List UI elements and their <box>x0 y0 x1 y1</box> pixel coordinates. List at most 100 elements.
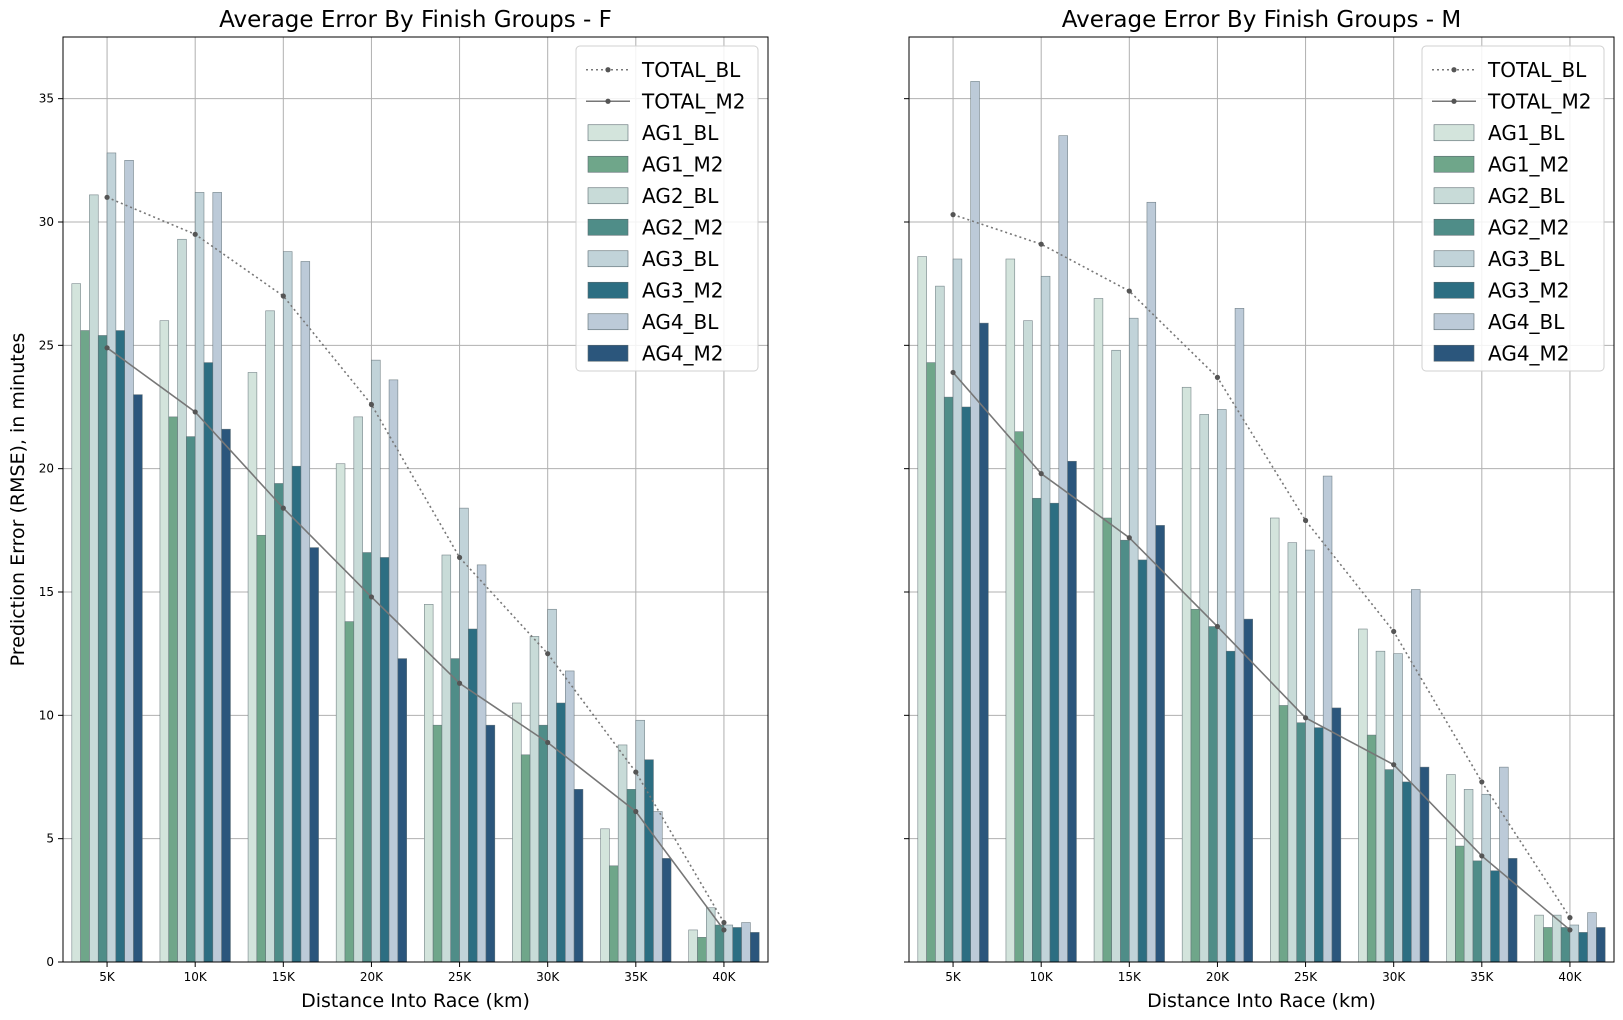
bar-ag1-bl <box>1093 298 1104 963</box>
bar-ag4-bl <box>970 81 980 963</box>
legend-swatch <box>1433 218 1475 236</box>
bar-ag1-m2 <box>344 621 355 963</box>
legend-item-ag1-m2: AG1_M2 <box>587 152 724 176</box>
bar-ag2-bl <box>1287 542 1298 963</box>
bar-ag1-bl <box>1446 774 1456 963</box>
point-total-bl <box>1479 779 1485 785</box>
bar-ag2-m2 <box>362 552 372 963</box>
legend-item-ag1-bl: AG1_BL <box>587 121 719 145</box>
bar-ag1-bl <box>424 604 434 963</box>
bar-ag3-bl <box>1040 275 1051 963</box>
bar-ag4-m2 <box>1243 618 1253 963</box>
legend-item-total-m2: TOTAL_M2 <box>586 89 745 113</box>
y-tick-label: 15 <box>39 585 54 599</box>
bar-ag3-bl <box>283 251 293 963</box>
bar-ag3-m2 <box>961 406 971 963</box>
bar-ag4-m2 <box>221 428 231 963</box>
bar-ag4-bl <box>1234 308 1245 963</box>
point-total-bl <box>633 769 639 775</box>
point-total-bl <box>456 554 463 561</box>
plot-frame <box>62 36 769 963</box>
x-tick-label: 40K <box>712 970 736 984</box>
legend-swatch <box>1433 281 1475 299</box>
bar-ag2-bl <box>1023 320 1033 963</box>
point-total-bl <box>368 401 375 408</box>
point-total-m2 <box>456 680 463 686</box>
x-tick-label: 15K <box>1118 970 1142 984</box>
bar-ag4-m2 <box>1507 858 1518 963</box>
legend-swatch <box>587 281 629 299</box>
legend-label: AG1_BL <box>642 121 719 145</box>
x-tick-label: 10K <box>1030 970 1054 984</box>
x-tick-label: 25K <box>1294 970 1318 984</box>
legend-label: AG2_BL <box>1488 184 1565 208</box>
point-total-bl <box>1567 915 1573 921</box>
bar-ag3-m2 <box>1049 502 1060 963</box>
bar-ag2-bl <box>1199 414 1209 963</box>
legend-item-total-m2: TOTAL_M2 <box>1432 89 1591 113</box>
legend-marker <box>605 67 611 73</box>
bar-ag2-m2 <box>274 483 284 963</box>
legend-swatch <box>1433 124 1475 142</box>
legend-label: AG3_M2 <box>1488 278 1570 302</box>
chart-title: Average Error By Finish Groups - M <box>1062 7 1461 33</box>
bar-ag3-bl <box>1393 653 1403 963</box>
point-total-m2 <box>1302 715 1309 721</box>
bar-ag1-m2 <box>1455 845 1465 963</box>
bar-ag3-bl <box>371 359 381 963</box>
bar-ag1-m2 <box>168 416 178 963</box>
bar-ag2-bl <box>177 238 187 963</box>
bar-ag2-bl <box>935 285 945 963</box>
bar-ag2-m2 <box>943 396 954 963</box>
bar-ag2-bl <box>617 744 628 963</box>
bar-ag4-m2 <box>485 724 496 963</box>
bar-ag1-bl <box>600 828 610 963</box>
legend-swatch <box>587 250 629 268</box>
x-axis-label: Distance Into Race (km) <box>1147 990 1376 1012</box>
point-total-m2 <box>1038 471 1044 477</box>
legend: TOTAL_BL TOTAL_M2 AG1_BL AG1_M2 AG2_BL AG2_M2… <box>575 45 759 372</box>
bar-ag3-m2 <box>556 702 566 963</box>
bar-ag2-bl <box>1463 789 1474 963</box>
bar-ag1-bl <box>1270 517 1280 963</box>
bar-ag3-bl <box>635 719 645 963</box>
point-total-bl <box>950 212 956 218</box>
bar-ag4-bl <box>1058 135 1068 963</box>
legend: TOTAL_BL TOTAL_M2 AG1_BL AG1_M2 AG2_BL AG2_M2… <box>1421 45 1605 372</box>
y-tick-label: 35 <box>39 92 54 106</box>
legend-item-total-bl: TOTAL_BL <box>586 58 741 82</box>
bar-ag2-m2 <box>1560 927 1571 963</box>
bar-ag2-bl <box>89 194 99 963</box>
bar-ag1-m2 <box>1190 608 1201 963</box>
legend-swatch <box>587 313 629 331</box>
bar-ag4-bl <box>124 160 134 963</box>
x-tick-label: 30K <box>1382 970 1406 984</box>
x-tick-label: 10K <box>184 970 208 984</box>
bar-ag3-bl <box>106 152 117 963</box>
bar-ag4-m2 <box>1331 707 1342 963</box>
bar-ag1-m2 <box>1278 705 1289 963</box>
point-total-bl <box>1391 628 1397 635</box>
point-total-m2 <box>633 808 639 815</box>
bar-ag4-bl <box>565 670 575 963</box>
x-axis-label: Distance Into Race (km) <box>301 990 530 1012</box>
x-tick-label: 30K <box>536 970 560 984</box>
bar-ag1-bl <box>1534 914 1544 963</box>
legend-label: TOTAL_BL <box>641 58 741 82</box>
legend-swatch <box>1433 187 1475 205</box>
legend-label: AG2_M2 <box>642 215 724 239</box>
legend-label: AG1_M2 <box>642 152 724 176</box>
plot-frame <box>908 36 1615 963</box>
legend-label: AG4_BL <box>642 310 719 334</box>
bar-ag4-m2 <box>661 858 672 963</box>
bar-ag3-bl <box>1129 317 1139 963</box>
bar-ag3-m2 <box>1314 727 1324 963</box>
point-total-bl <box>1126 288 1132 294</box>
bar-ag3-m2 <box>732 927 742 963</box>
point-total-m2 <box>1214 623 1221 630</box>
y-tick-label: 30 <box>39 215 54 229</box>
bar-ag4-bl <box>1587 912 1597 963</box>
point-total-m2 <box>280 505 286 511</box>
legend-swatch <box>1433 155 1475 173</box>
legend-label: AG2_BL <box>642 184 719 208</box>
